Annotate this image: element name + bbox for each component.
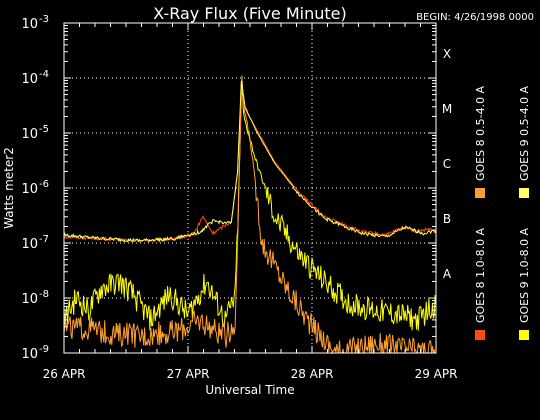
series-layer — [63, 75, 437, 355]
legend-label: GOES 9 1.0-8.0 A — [518, 227, 531, 323]
flare-class-label: A — [443, 267, 452, 281]
y-tick-exponent: -4 — [39, 69, 49, 80]
legend-swatch — [519, 330, 529, 340]
y-tick-exponent: -3 — [39, 14, 49, 25]
y-tick-exponent: -9 — [39, 344, 49, 355]
legend-swatch — [519, 188, 529, 198]
y-tick-label: 10 — [21, 237, 38, 252]
y-tick-exponent: -6 — [39, 179, 49, 190]
series-line — [63, 75, 436, 355]
flare-class-label: X — [443, 47, 451, 61]
y-tick-label: 10 — [21, 72, 38, 87]
series-line — [63, 80, 437, 243]
x-tick-label: 28 APR — [291, 367, 334, 381]
x-axis: 26 APR 27 APR 28 APR 29 APR — [43, 23, 458, 381]
x-tick-label: 29 APR — [415, 367, 458, 381]
legend-label: GOES 8 1.0-8.0 A — [474, 227, 487, 323]
y-tick-label: 10 — [21, 127, 38, 142]
begin-label: BEGIN: 4/26/1998 0000 — [416, 12, 534, 23]
flare-class-label: C — [443, 157, 451, 171]
legend-swatch — [475, 188, 485, 198]
x-axis-label: Universal Time — [205, 383, 294, 397]
legend-label: GOES 9 0.5-4.0 A — [518, 85, 531, 181]
y-tick-exponent: -7 — [39, 234, 49, 245]
flare-class-label: B — [443, 212, 451, 226]
y-tick-label: 10 — [21, 182, 38, 197]
y-tick-label: 10 — [21, 347, 38, 362]
flare-class-label: M — [442, 102, 452, 116]
y-tick-label: 10 — [21, 17, 38, 32]
x-tick-label: 26 APR — [43, 367, 86, 381]
legend-swatch — [475, 330, 485, 340]
y-tick-exponent: -5 — [39, 124, 49, 135]
legend: GOES 8 1.0-8.0 A GOES 8 0.5-4.0 A GOES 9 1… — [474, 85, 531, 340]
y-tick-label: 10 — [21, 292, 38, 307]
y-tick-exponent: -8 — [39, 289, 49, 300]
y-axis: 10-910-810-710-610-510-410-3 — [21, 14, 436, 362]
chart-title: X-Ray Flux (Five Minute) — [153, 4, 346, 23]
x-tick-label: 27 APR — [167, 367, 210, 381]
y-axis-label: Watts meter2 — [2, 147, 16, 229]
legend-label: GOES 8 0.5-4.0 A — [474, 85, 487, 181]
flare-class-labels: A B C M X — [442, 47, 452, 281]
